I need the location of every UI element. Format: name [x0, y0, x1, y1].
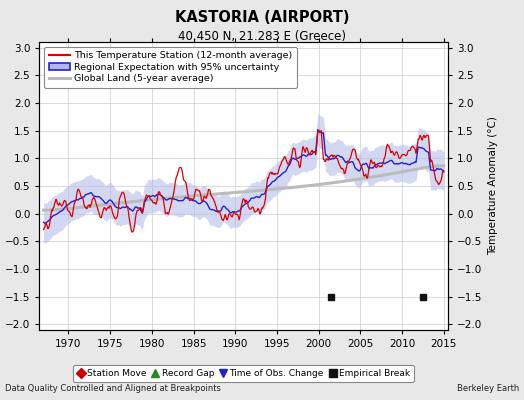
Legend: Station Move, Record Gap, Time of Obs. Change, Empirical Break: Station Move, Record Gap, Time of Obs. C…	[73, 366, 414, 382]
Text: 40.450 N, 21.283 E (Greece): 40.450 N, 21.283 E (Greece)	[178, 30, 346, 43]
Text: KASTORIA (AIRPORT): KASTORIA (AIRPORT)	[174, 10, 350, 25]
Text: Data Quality Controlled and Aligned at Breakpoints: Data Quality Controlled and Aligned at B…	[5, 384, 221, 393]
Y-axis label: Temperature Anomaly (°C): Temperature Anomaly (°C)	[488, 116, 498, 256]
Text: Berkeley Earth: Berkeley Earth	[456, 384, 519, 393]
